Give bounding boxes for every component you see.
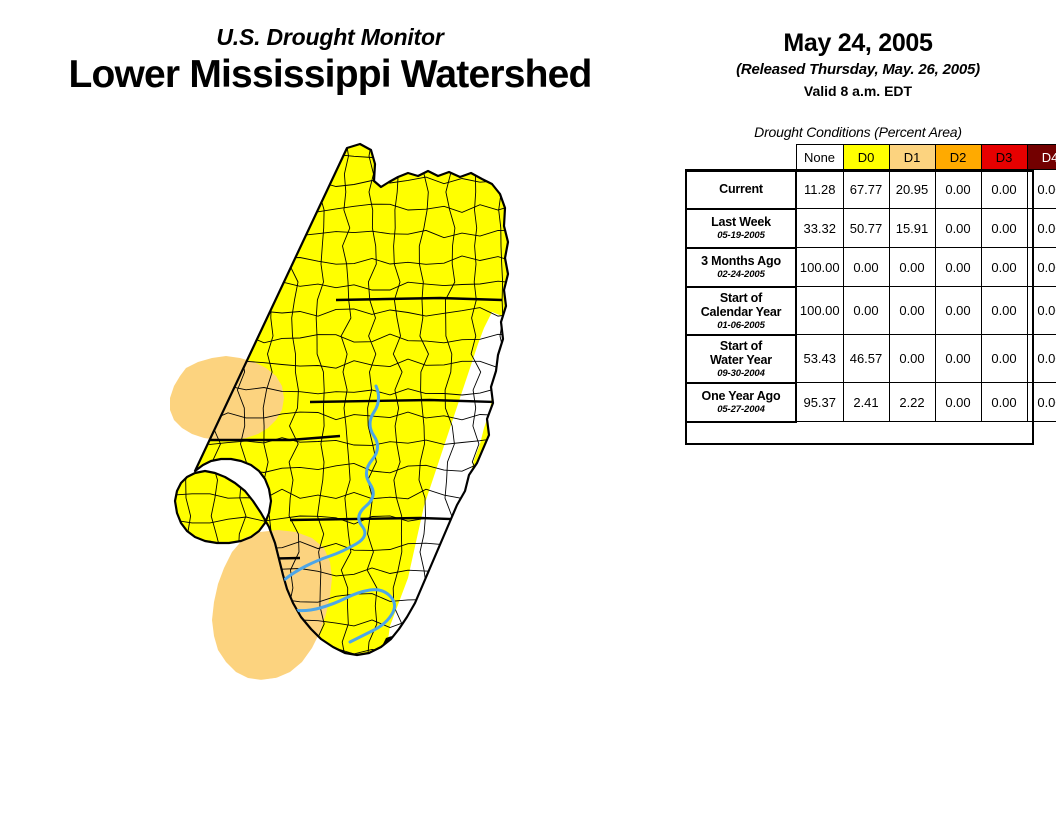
table-cell-d0: 0.00: [842, 286, 890, 335]
table-cell-d2: 0.00: [934, 247, 982, 287]
table-row: Start of Calendar Year 01-06-2005 100.00 0.0…: [685, 285, 1056, 336]
map-panel: U.S. Drought Monitor Lower Mississippi W…: [0, 25, 660, 770]
map-svg: [170, 142, 510, 744]
table-col-header-d1: D1: [888, 144, 936, 170]
table-cell-d0: 0.00: [842, 247, 890, 287]
table-corner-blank: [686, 145, 796, 170]
table-col-header-d4: D4: [1026, 144, 1056, 170]
table-header-row: None D0 D1 D2 D3 D4: [686, 144, 1056, 170]
table-cell-d1: 0.00: [888, 247, 936, 287]
map-state-line-0: [335, 296, 503, 302]
table-cell-d4: 0.00: [1026, 334, 1056, 383]
table-cell-none: 11.28: [795, 169, 844, 209]
title-block: U.S. Drought Monitor Lower Mississippi W…: [0, 26, 660, 96]
table-col-header-d3: D3: [980, 144, 1028, 170]
table-cell-d3: 0.00: [980, 382, 1028, 422]
table-cell-d1: 0.00: [888, 286, 936, 335]
row-date: 05-19-2005: [717, 230, 765, 241]
table-cell-d2: 0.00: [934, 334, 982, 383]
table-cell-d0: 2.41: [842, 382, 890, 422]
row-date: 01-06-2005: [717, 319, 765, 331]
table-row-header: Current: [685, 168, 797, 210]
table-row-header: Last Week 05-19-2005: [685, 207, 797, 249]
map-state-line-1: [309, 398, 497, 404]
table-cell-d4: 0.00: [1026, 382, 1056, 422]
table-cell-d2: 0.00: [934, 208, 982, 248]
table-cell-d0: 67.77: [842, 169, 890, 209]
table-cell-d2: 0.00: [934, 286, 982, 335]
valid-time: Valid 8 a.m. EDT: [803, 83, 913, 100]
row-label: 3 Months Ago: [701, 254, 781, 268]
row-label: One Year Ago: [701, 389, 781, 403]
drought-monitor-supertitle: U.S. Drought Monitor: [216, 24, 444, 50]
table-cell-d3: 0.00: [980, 208, 1028, 248]
row-label: Current: [719, 182, 763, 196]
table-cell-d2: 0.00: [934, 169, 982, 209]
map-mississippi-river: [274, 384, 397, 644]
table-row: One Year Ago 05-27-2004 95.37 2.41 2.22 0.00 0…: [685, 381, 1056, 423]
map-region-d1-west: [170, 356, 284, 440]
table-row-header: Start of Calendar Year 01-06-2005: [685, 285, 797, 336]
page-title: Lower Mississippi Watershed: [68, 53, 592, 96]
valid-date: May 24, 2005: [783, 29, 933, 57]
table-cell-d3: 0.00: [980, 334, 1028, 383]
table-cell-d1: 15.91: [888, 208, 936, 248]
table-row: 3 Months Ago 02-24-2005 100.00 0.00 0.00 0.00…: [685, 246, 1056, 288]
table-caption: Drought Conditions (Percent Area): [754, 124, 962, 140]
drought-map[interactable]: [140, 140, 540, 770]
table-row: Start of Water Year 09-30-2004 53.43 46.57 0.…: [685, 333, 1056, 384]
table-cell-d3: 0.00: [980, 169, 1028, 209]
info-panel: May 24, 2005 (Released Thursday, May. 26…: [660, 0, 1056, 816]
table-col-header-none: None: [795, 144, 844, 170]
table-cell-none: 100.00: [795, 286, 844, 335]
table-cell-none: 100.00: [795, 247, 844, 287]
table-cell-d1: 0.00: [888, 334, 936, 383]
table-cell-d0: 50.77: [842, 208, 890, 248]
table-cell-d4: 0.00: [1026, 286, 1056, 335]
table-cell-d4: 0.00: [1026, 247, 1056, 287]
table-cell-none: 53.43: [795, 334, 844, 383]
released-date: (Released Thursday, May. 26, 2005): [736, 61, 980, 79]
table-cell-d3: 0.00: [980, 286, 1028, 335]
table-cell-d4: 0.00: [1026, 208, 1056, 248]
table-cell-none: 95.37: [795, 382, 844, 422]
table-cell-d0: 46.57: [842, 334, 890, 383]
table-cell-d3: 0.00: [980, 247, 1028, 287]
table-col-header-d2: D2: [934, 144, 982, 170]
table-row-header: Start of Water Year 09-30-2004: [685, 333, 797, 384]
table-cell-none: 33.32: [795, 208, 844, 248]
row-date: 05-27-2004: [717, 404, 765, 415]
table-row: Last Week 05-19-2005 33.32 50.77 15.91 0.00 0.…: [685, 207, 1056, 249]
table-header: None D0 D1 D2 D3 D4: [686, 144, 1056, 170]
map-region-d1-la: [212, 530, 332, 680]
row-label: Start of Calendar Year: [700, 290, 782, 319]
drought-conditions-table: None D0 D1 D2 D3 D4 Current 11.28 67.77 20.95 0.0…: [685, 144, 1056, 423]
row-date: 02-24-2005: [717, 269, 765, 280]
table-cell-d4: 0.00: [1026, 169, 1056, 209]
map-delta-marsh: [378, 635, 465, 655]
row-label: Last Week: [711, 215, 771, 229]
table-cell-d1: 2.22: [888, 382, 936, 422]
map-state-line-2: [180, 434, 341, 442]
table-cell-d2: 0.00: [934, 382, 982, 422]
row-date: 09-30-2004: [717, 367, 765, 379]
date-block: May 24, 2005 (Released Thursday, May. 26…: [660, 29, 1056, 100]
row-label: Start of Water Year: [710, 338, 772, 367]
table-cell-d1: 20.95: [888, 169, 936, 209]
map-gulf-water: [252, 674, 440, 744]
table-row-header: 3 Months Ago 02-24-2005: [685, 246, 797, 288]
table-col-header-d0: D0: [842, 144, 890, 170]
table-row-header: One Year Ago 05-27-2004: [685, 381, 797, 423]
